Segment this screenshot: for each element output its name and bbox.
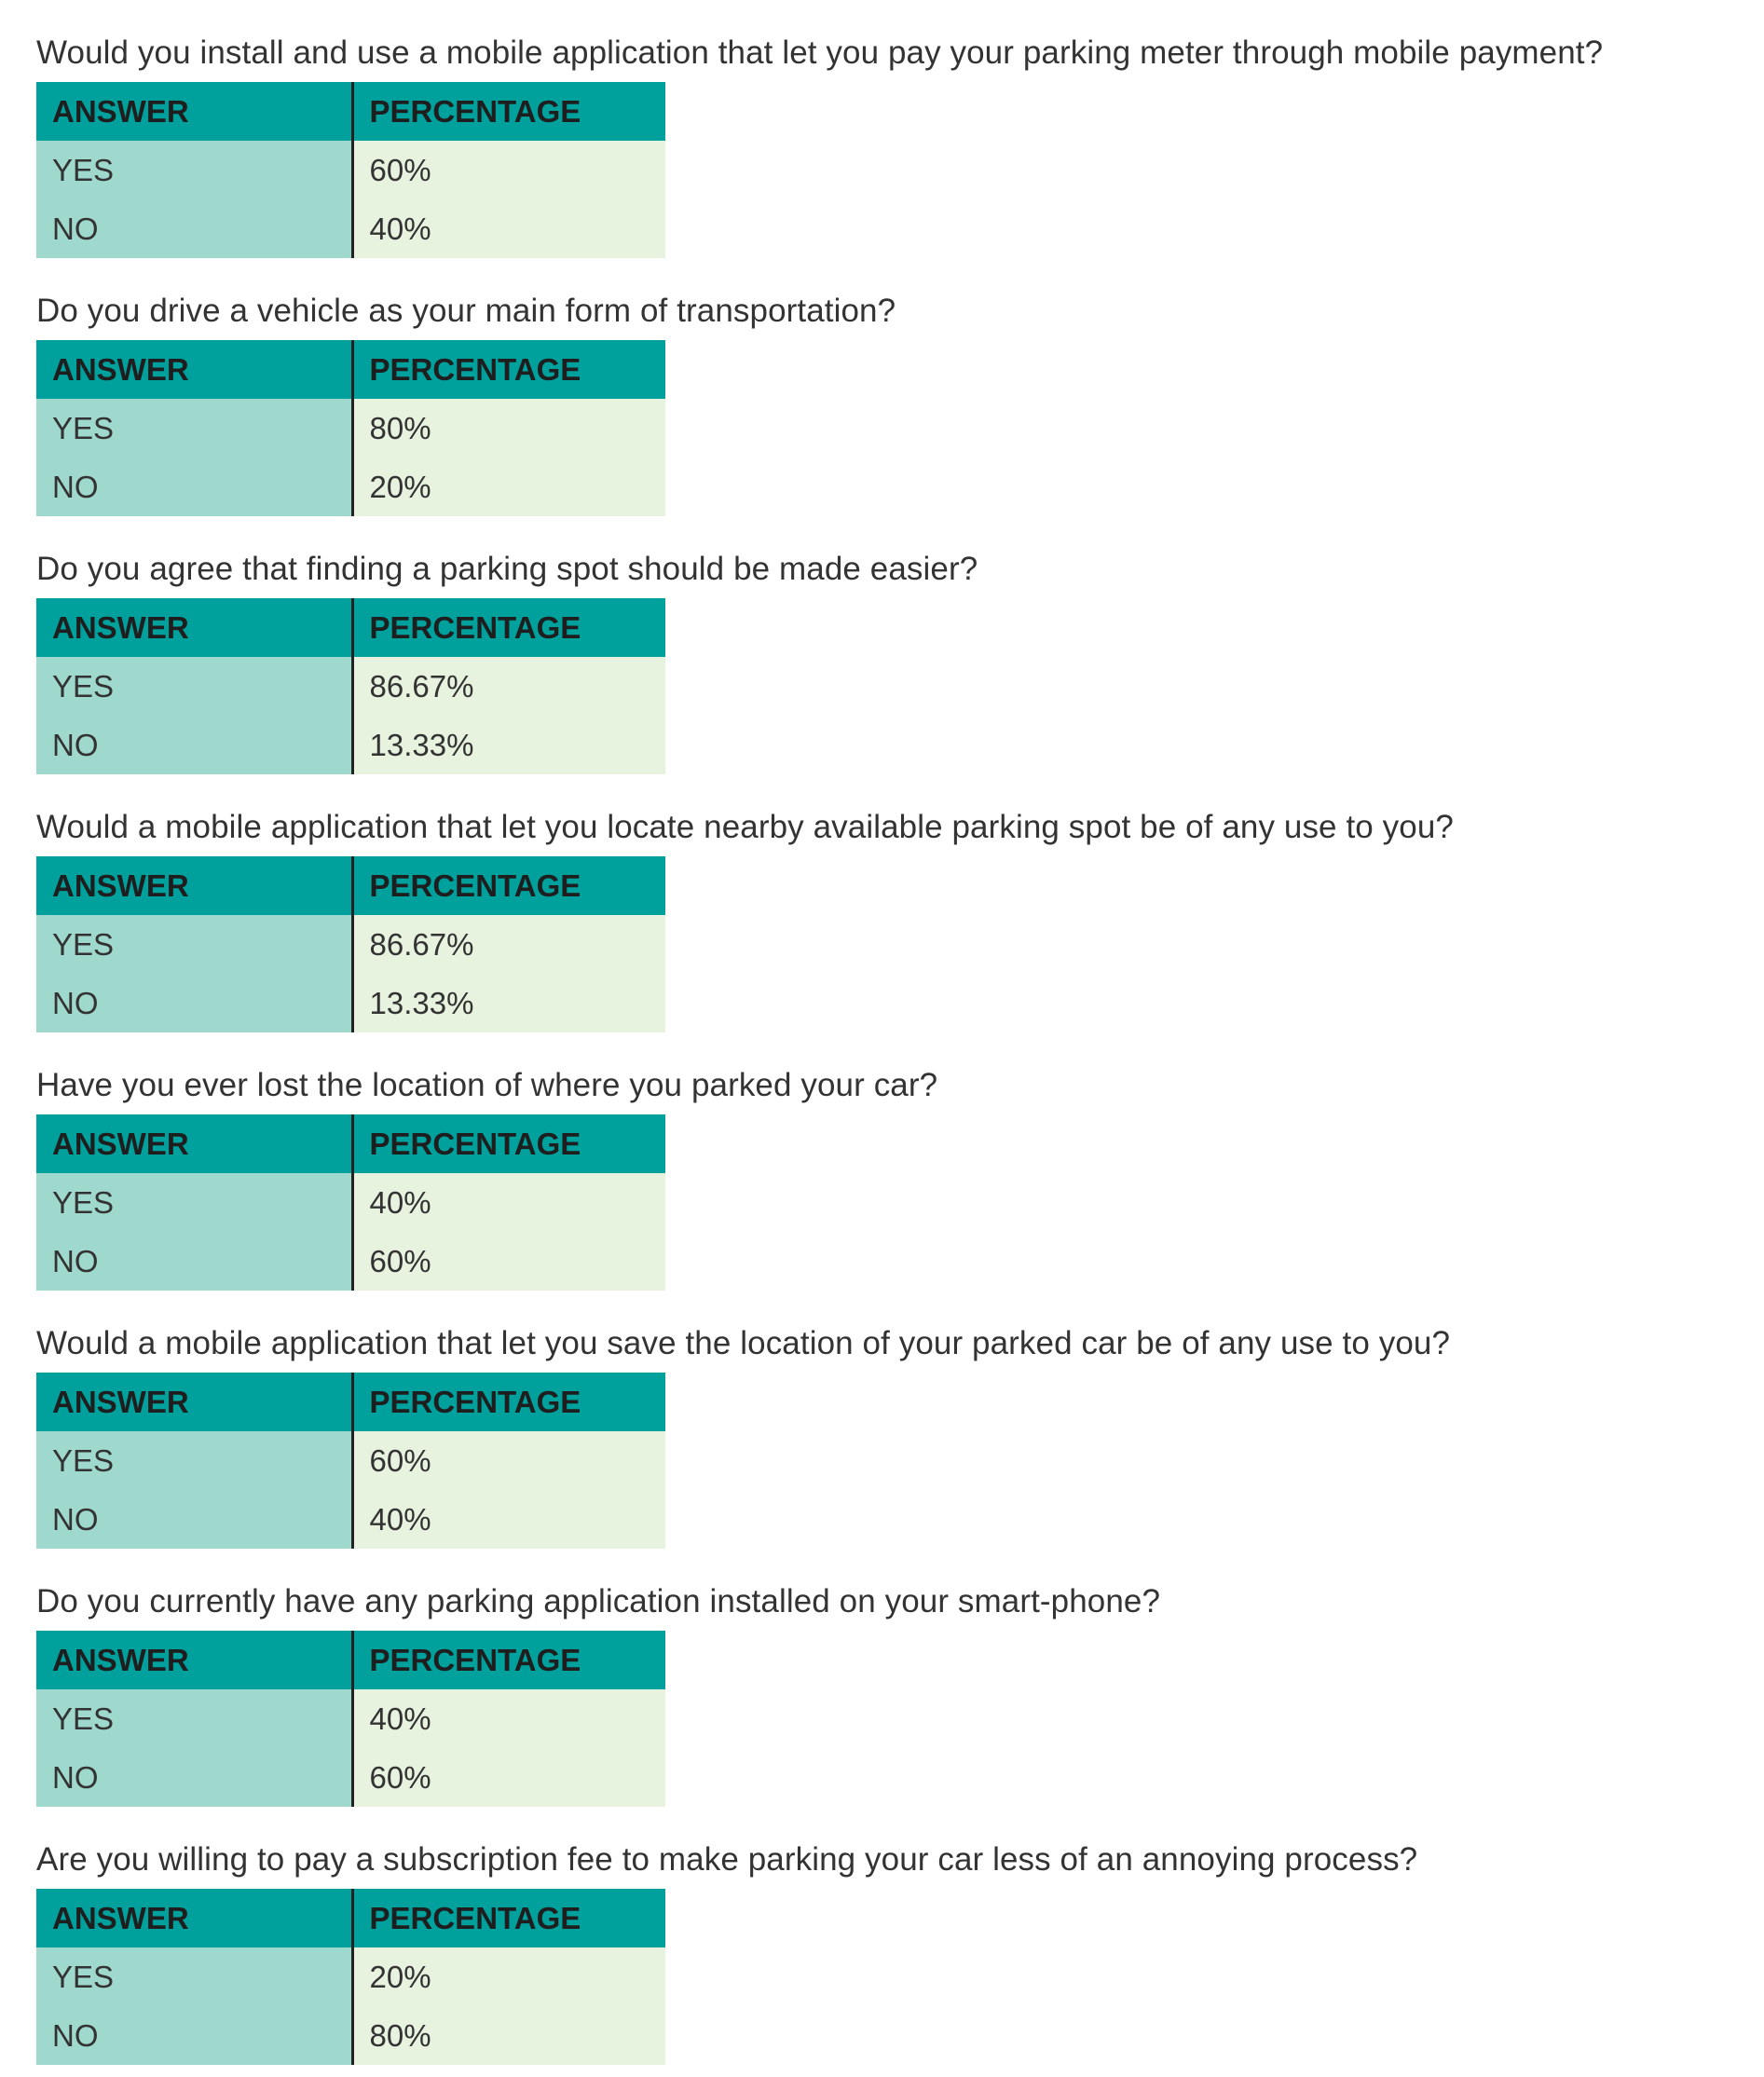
survey-question-block-5: Have you ever lost the location of where… — [36, 1062, 1751, 1291]
table-row: NO 80% — [36, 2006, 665, 2065]
percentage-cell: 20% — [352, 1947, 665, 2006]
answer-cell: YES — [36, 1947, 354, 2006]
percentage-cell: 20% — [352, 458, 665, 516]
table-row: YES 80% — [36, 399, 665, 458]
answer-column-header: ANSWER — [36, 82, 354, 141]
results-table: ANSWER PERCENTAGE YES 80% NO 20% — [36, 340, 665, 516]
table-row: YES 40% — [36, 1689, 665, 1748]
question-text: Do you drive a vehicle as your main form… — [36, 293, 896, 329]
percentage-cell: 13.33% — [352, 974, 665, 1032]
survey-question-block-1: Would you install and use a mobile appli… — [36, 30, 1751, 258]
answer-cell: NO — [36, 716, 354, 774]
results-table: ANSWER PERCENTAGE YES 60% NO 40% — [36, 82, 665, 258]
percentage-cell: 86.67% — [352, 915, 665, 974]
survey-question-block-8: Are you willing to pay a subscription fe… — [36, 1837, 1751, 2065]
percentage-cell: 40% — [352, 1173, 665, 1232]
percentage-cell: 13.33% — [352, 716, 665, 774]
answer-cell: YES — [36, 915, 354, 974]
percentage-column-header: PERCENTAGE — [352, 1114, 665, 1173]
answer-cell: NO — [36, 1232, 354, 1291]
answer-cell: YES — [36, 657, 354, 716]
percentage-cell: 60% — [352, 141, 665, 199]
answer-cell: NO — [36, 2006, 354, 2065]
table-row: NO 20% — [36, 458, 665, 516]
question-text: Are you willing to pay a subscription fe… — [36, 1841, 1418, 1878]
percentage-cell: 40% — [352, 199, 665, 258]
answer-column-header: ANSWER — [36, 340, 354, 399]
table-row: NO 40% — [36, 199, 665, 258]
table-header-row: ANSWER PERCENTAGE — [36, 1114, 665, 1173]
percentage-column-header: PERCENTAGE — [352, 856, 665, 915]
table-row: YES 60% — [36, 1431, 665, 1490]
results-table: ANSWER PERCENTAGE YES 86.67% NO 13.33% — [36, 856, 665, 1032]
question-text: Would a mobile application that let you … — [36, 1325, 1451, 1361]
answer-column-header: ANSWER — [36, 1889, 354, 1947]
answer-cell: YES — [36, 141, 354, 199]
question-text: Would you install and use a mobile appli… — [36, 34, 1604, 71]
percentage-cell: 60% — [352, 1748, 665, 1807]
table-row: NO 13.33% — [36, 974, 665, 1032]
percentage-column-header: PERCENTAGE — [352, 1889, 665, 1947]
survey-question-block-7: Do you currently have any parking applic… — [36, 1578, 1751, 1807]
table-row: YES 86.67% — [36, 657, 665, 716]
question-text: Would a mobile application that let you … — [36, 809, 1454, 845]
table-row: YES 40% — [36, 1173, 665, 1232]
table-header-row: ANSWER PERCENTAGE — [36, 856, 665, 915]
table-row: YES 86.67% — [36, 915, 665, 974]
table-header-row: ANSWER PERCENTAGE — [36, 1889, 665, 1947]
table-row: YES 20% — [36, 1947, 665, 2006]
results-table: ANSWER PERCENTAGE YES 40% NO 60% — [36, 1631, 665, 1807]
answer-cell: YES — [36, 1689, 354, 1748]
answer-cell: YES — [36, 399, 354, 458]
answer-cell: NO — [36, 974, 354, 1032]
table-header-row: ANSWER PERCENTAGE — [36, 82, 665, 141]
percentage-cell: 60% — [352, 1431, 665, 1490]
question-text: Do you agree that finding a parking spot… — [36, 551, 978, 587]
table-row: NO 40% — [36, 1490, 665, 1549]
answer-cell: NO — [36, 199, 354, 258]
question-text: Have you ever lost the location of where… — [36, 1067, 938, 1103]
answer-column-header: ANSWER — [36, 1631, 354, 1689]
answer-column-header: ANSWER — [36, 1373, 354, 1431]
survey-question-block-6: Would a mobile application that let you … — [36, 1320, 1751, 1549]
survey-question-block-2: Do you drive a vehicle as your main form… — [36, 288, 1751, 516]
question-text: Do you currently have any parking applic… — [36, 1583, 1161, 1619]
results-table: ANSWER PERCENTAGE YES 86.67% NO 13.33% — [36, 598, 665, 774]
table-header-row: ANSWER PERCENTAGE — [36, 598, 665, 657]
survey-question-block-4: Would a mobile application that let you … — [36, 804, 1751, 1032]
table-row: NO 60% — [36, 1232, 665, 1291]
percentage-cell: 60% — [352, 1232, 665, 1291]
percentage-cell: 40% — [352, 1490, 665, 1549]
percentage-cell: 86.67% — [352, 657, 665, 716]
table-header-row: ANSWER PERCENTAGE — [36, 1631, 665, 1689]
table-header-row: ANSWER PERCENTAGE — [36, 340, 665, 399]
answer-column-header: ANSWER — [36, 598, 354, 657]
percentage-cell: 80% — [352, 399, 665, 458]
percentage-column-header: PERCENTAGE — [352, 1631, 665, 1689]
percentage-cell: 40% — [352, 1689, 665, 1748]
results-table: ANSWER PERCENTAGE YES 40% NO 60% — [36, 1114, 665, 1291]
table-row: YES 60% — [36, 141, 665, 199]
answer-cell: YES — [36, 1431, 354, 1490]
percentage-column-header: PERCENTAGE — [352, 598, 665, 657]
answer-column-header: ANSWER — [36, 856, 354, 915]
answer-cell: NO — [36, 458, 354, 516]
percentage-column-header: PERCENTAGE — [352, 340, 665, 399]
table-row: NO 60% — [36, 1748, 665, 1807]
answer-cell: NO — [36, 1748, 354, 1807]
table-header-row: ANSWER PERCENTAGE — [36, 1373, 665, 1431]
answer-column-header: ANSWER — [36, 1114, 354, 1173]
percentage-column-header: PERCENTAGE — [352, 82, 665, 141]
results-table: ANSWER PERCENTAGE YES 20% NO 80% — [36, 1889, 665, 2065]
percentage-cell: 80% — [352, 2006, 665, 2065]
table-row: NO 13.33% — [36, 716, 665, 774]
survey-question-block-3: Do you agree that finding a parking spot… — [36, 546, 1751, 774]
results-table: ANSWER PERCENTAGE YES 60% NO 40% — [36, 1373, 665, 1549]
answer-cell: YES — [36, 1173, 354, 1232]
percentage-column-header: PERCENTAGE — [352, 1373, 665, 1431]
answer-cell: NO — [36, 1490, 354, 1549]
